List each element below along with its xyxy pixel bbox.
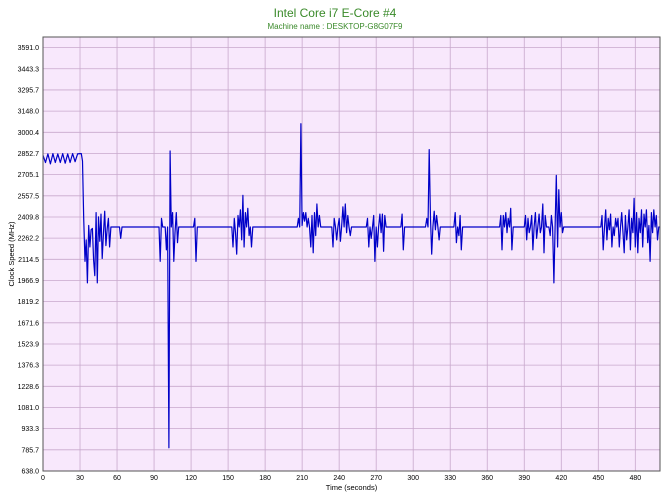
y-tick-label: 2705.1 <box>18 172 40 179</box>
x-tick-label: 30 <box>76 475 84 482</box>
y-tick-label: 933.3 <box>21 426 39 433</box>
y-tick-label: 1671.6 <box>18 320 40 327</box>
y-tick-label: 2114.5 <box>18 257 39 264</box>
y-tick-label: 1081.0 <box>18 405 40 412</box>
x-tick-label: 480 <box>629 475 641 482</box>
x-tick-label: 240 <box>333 475 345 482</box>
x-tick-label: 360 <box>481 475 493 482</box>
y-tick-label: 3591.0 <box>18 45 40 52</box>
x-tick-label: 60 <box>113 475 121 482</box>
y-tick-label: 3148.0 <box>18 109 40 116</box>
series-line-0 <box>42 123 660 449</box>
x-tick-label: 180 <box>259 475 271 482</box>
y-axis-label: Clock Speed (MHz) <box>7 221 16 287</box>
y-tick-label: 3443.3 <box>18 66 40 73</box>
x-tick-label: 330 <box>444 475 456 482</box>
y-tick-label: 1819.2 <box>18 299 40 306</box>
chart-subtitle: Machine name : DESKTOP-G8G07F9 <box>267 22 403 31</box>
y-tick-label: 2262.2 <box>18 236 40 243</box>
y-tick-label: 1523.9 <box>18 341 40 348</box>
y-tick-label: 1228.6 <box>18 384 40 391</box>
y-tick-labels: 638.0 785.7 933.3 1081.0 1228.6 1376.3 1523.9 1… <box>18 45 40 475</box>
x-tick-label: 390 <box>518 475 530 482</box>
y-tick-label: 1966.9 <box>18 278 40 285</box>
x-tick-label: 210 <box>296 475 308 482</box>
x-tick-label: 300 <box>407 475 419 482</box>
x-tick-label: 0 <box>41 475 45 482</box>
y-tick-label: 2557.5 <box>18 193 40 200</box>
x-tick-label: 270 <box>370 475 382 482</box>
x-tick-label: 150 <box>222 475 234 482</box>
y-tick-label: 3000.4 <box>18 130 40 137</box>
y-tick-label: 3295.7 <box>18 87 40 94</box>
x-tick-label: 120 <box>185 475 197 482</box>
chart-title: Intel Core i7 E-Core #4 <box>273 6 397 20</box>
plot-border <box>42 36 661 472</box>
y-tick-label: 638.0 <box>21 469 39 476</box>
y-tick-label: 2409.8 <box>18 214 40 221</box>
x-tick-label: 90 <box>150 475 158 482</box>
series-group <box>42 123 660 449</box>
y-tick-label: 1376.3 <box>18 363 40 370</box>
x-tick-labels: 0 30 60 90 120 150 180 210 240 270 300 330 360 390 420… <box>41 475 641 482</box>
y-tick-label: 2852.7 <box>18 151 40 158</box>
y-tick-label: 785.7 <box>21 447 39 454</box>
x-axis-label: Time (seconds) <box>326 483 378 492</box>
x-tick-label: 420 <box>555 475 567 482</box>
plot-area <box>43 37 660 471</box>
x-tick-label: 450 <box>592 475 604 482</box>
grid <box>42 37 660 472</box>
